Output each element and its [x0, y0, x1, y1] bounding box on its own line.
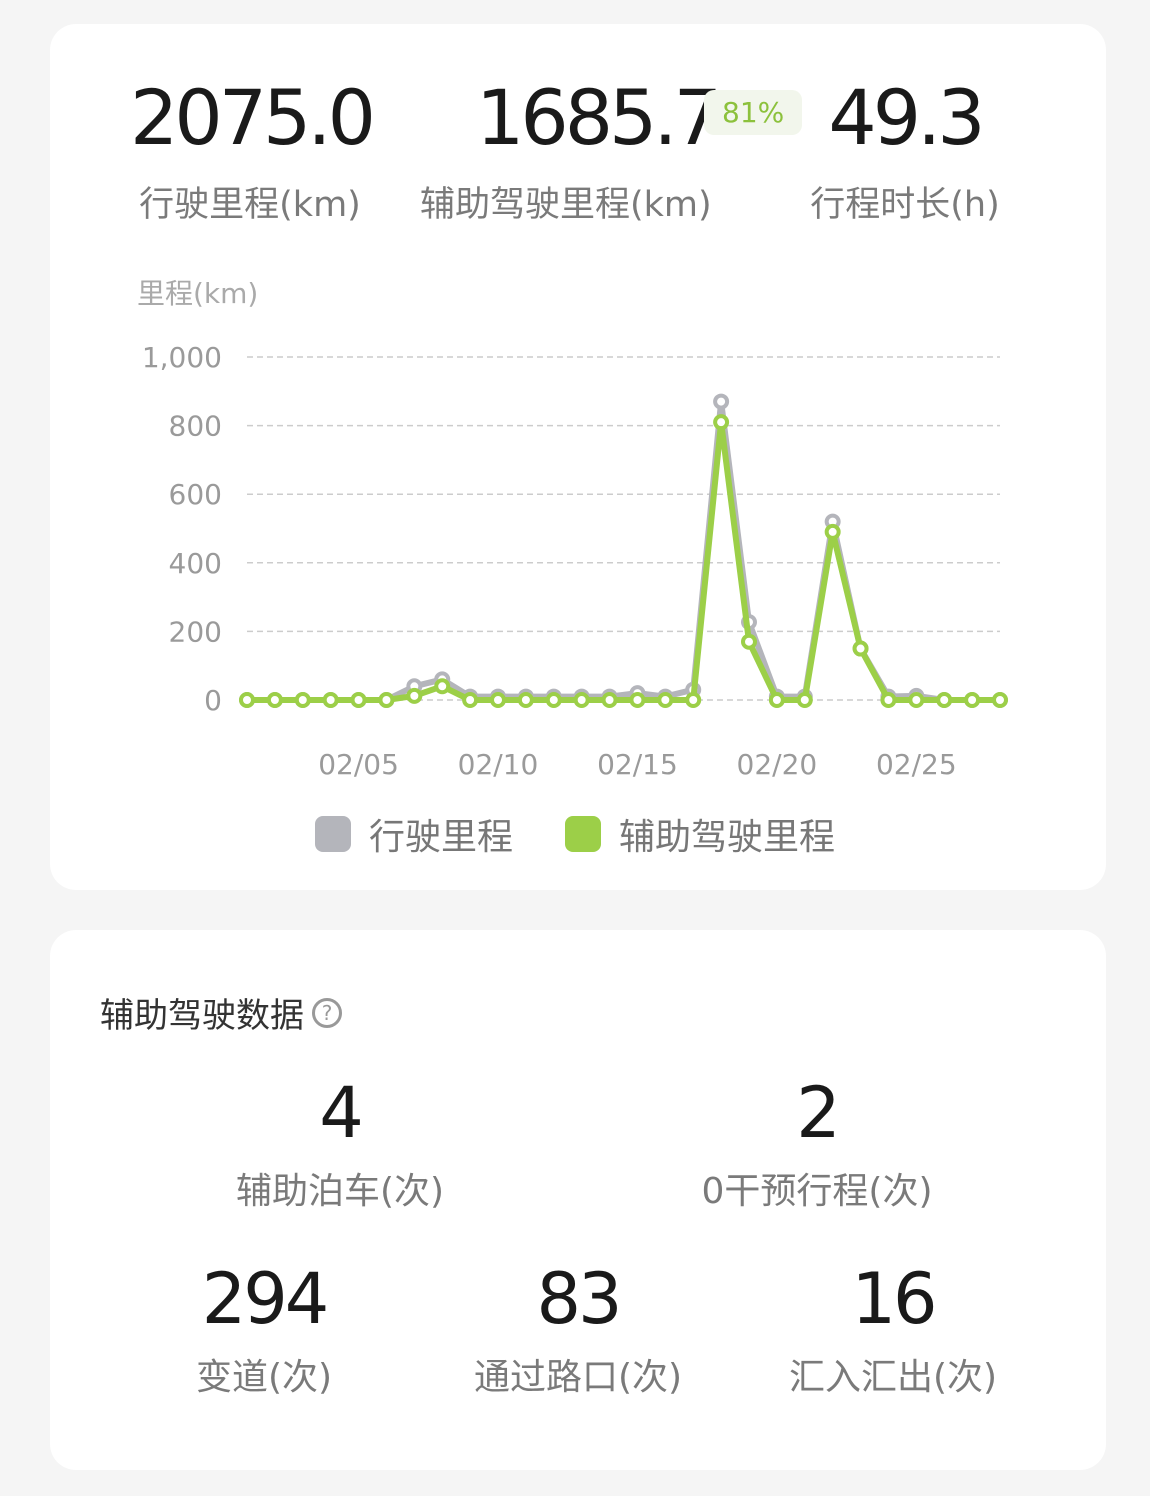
- assist-stat-merge: 16 汇入汇出(次): [743, 1264, 1043, 1400]
- data-point: [713, 414, 730, 431]
- legend-swatch-total: [315, 816, 351, 852]
- y-tick-label: 800: [169, 410, 222, 443]
- data-point: [350, 692, 367, 708]
- data-point: [545, 692, 562, 708]
- data-point: [936, 692, 953, 708]
- assist-data-title: 辅助驾驶数据 ?: [100, 988, 342, 1037]
- data-point: [434, 678, 451, 695]
- assist-stat-parking: 4 辅助泊车(次): [190, 1078, 490, 1214]
- data-point: [964, 692, 981, 708]
- series-line-1: [247, 419, 1000, 703]
- legend-label: 行驶里程: [369, 817, 514, 858]
- data-point: [824, 523, 841, 540]
- data-point: [462, 692, 479, 708]
- data-point: [880, 692, 897, 708]
- y-tick-label: 0: [204, 684, 222, 717]
- data-point: [908, 692, 925, 708]
- duration-stat: 49.3 行程时长(h): [800, 80, 1010, 227]
- stat-value: 4: [319, 1072, 364, 1154]
- data-point: [629, 692, 646, 708]
- legend-swatch-assisted: [565, 816, 601, 852]
- data-point: [685, 692, 702, 708]
- assist-stat-zero-intervention: 2 0干预行程(次): [667, 1078, 967, 1214]
- data-point: [378, 692, 395, 708]
- data-point: [490, 692, 506, 708]
- data-point: [713, 393, 730, 410]
- x-tick-label: 02/15: [597, 748, 678, 781]
- question-circle-icon[interactable]: ?: [312, 997, 342, 1028]
- data-point: [601, 692, 618, 708]
- duration-value: 49.3: [828, 73, 985, 162]
- x-tick-label: 02/20: [737, 748, 818, 781]
- x-tick-label: 02/10: [458, 748, 539, 781]
- mileage-card: 2075.0 行驶里程(km) 1685.7 辅助驾驶里程(km) 81% 49…: [50, 24, 1106, 890]
- assisted-mileage-label: 辅助驾驶里程(km): [420, 185, 712, 225]
- y-tick-label: 200: [169, 615, 222, 648]
- legend-label: 辅助驾驶里程: [619, 817, 836, 858]
- stat-label: 0干预行程(次): [701, 1171, 933, 1212]
- data-point: [322, 692, 339, 708]
- legend-item-total[interactable]: 行驶里程: [315, 808, 513, 860]
- stat-value: 83: [536, 1258, 622, 1340]
- data-point: [852, 640, 869, 657]
- y-tick-label: 400: [169, 547, 222, 580]
- assisted-mileage-value: 1685.7: [476, 73, 722, 162]
- data-point: [992, 692, 1008, 708]
- total-mileage-stat: 2075.0 行驶里程(km): [130, 73, 376, 227]
- legend-item-assisted[interactable]: 辅助驾驶里程: [565, 808, 835, 860]
- stat-value: 16: [851, 1258, 937, 1340]
- series-line-0: [247, 398, 1000, 703]
- data-point: [768, 692, 785, 708]
- data-point: [796, 692, 813, 708]
- assisted-ratio-badge: 81%: [704, 90, 803, 135]
- stat-value: 2: [796, 1072, 841, 1154]
- stat-label: 辅助泊车(次): [235, 1171, 445, 1212]
- duration-label: 行程时长(h): [810, 185, 1000, 225]
- total-mileage-label: 行驶里程(km): [139, 185, 361, 225]
- data-point: [741, 633, 757, 650]
- assist-title-text: 辅助驾驶数据: [100, 996, 304, 1036]
- assist-stat-lane-change: 294 变道(次): [114, 1264, 414, 1400]
- x-tick-label: 02/25: [876, 748, 957, 781]
- stat-label: 汇入汇出(次): [788, 1357, 998, 1398]
- assisted-mileage-stat: 1685.7 辅助驾驶里程(km): [420, 80, 740, 227]
- total-mileage-value: 2075.0: [130, 73, 376, 162]
- stat-label: 通过路口(次): [473, 1357, 683, 1398]
- assist-stat-intersections: 83 通过路口(次): [428, 1264, 728, 1400]
- data-point: [239, 692, 255, 708]
- x-tick-label: 02/05: [318, 748, 399, 781]
- data-point: [294, 692, 311, 708]
- mileage-line-chart: 0 200 400 600 800 1,000 02/05 02/10 02/15 02/20 02…: [142, 341, 1008, 781]
- data-point: [657, 692, 674, 708]
- data-point: [266, 692, 283, 708]
- y-tick-label: 1,000: [142, 341, 222, 374]
- y-axis-label: 里程(km): [137, 277, 259, 310]
- assist-data-card: 辅助驾驶数据 ? 4 辅助泊车(次) 2 0干预行程(次) 294 变道(次) …: [50, 930, 1106, 1470]
- data-point: [573, 692, 590, 708]
- stat-label: 变道(次): [195, 1357, 333, 1398]
- data-point: [406, 687, 423, 704]
- y-tick-label: 600: [169, 478, 222, 511]
- data-point: [517, 692, 534, 708]
- stat-value: 294: [201, 1258, 330, 1340]
